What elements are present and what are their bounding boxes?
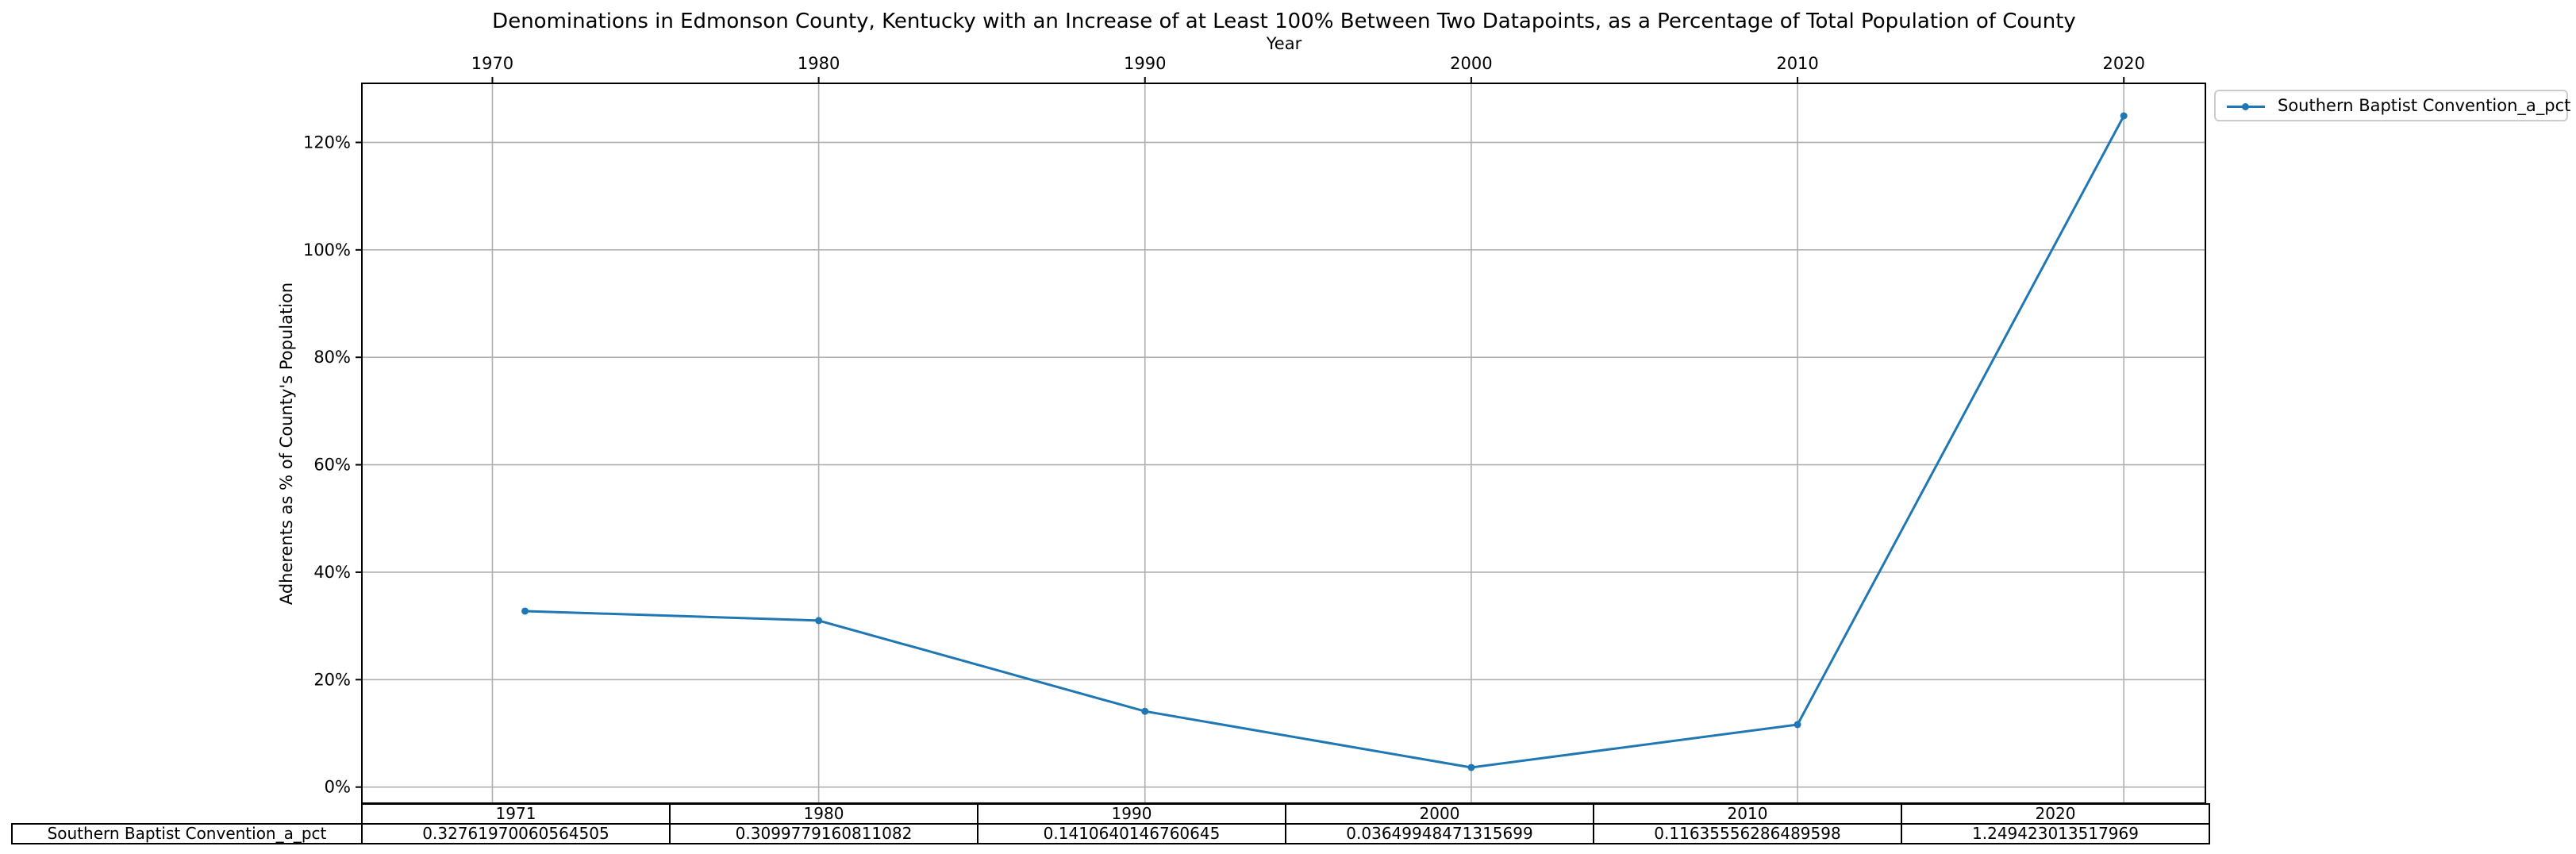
x-tick-label: 2010 bbox=[1776, 54, 1818, 73]
series-layer bbox=[521, 112, 2128, 771]
legend: Southern Baptist Convention_a_pct bbox=[2214, 90, 2571, 121]
table-column-header: 2020 bbox=[1901, 803, 2210, 825]
table-cell: 0.03649948471315699 bbox=[1285, 823, 1594, 844]
y-tick-label: 40% bbox=[313, 563, 351, 582]
series-line bbox=[525, 115, 2125, 769]
y-tick-label: 20% bbox=[313, 670, 351, 689]
data-point bbox=[1141, 707, 1149, 715]
legend-label: Southern Baptist Convention_a_pct bbox=[2278, 96, 2571, 115]
table-cell: 0.1410640146760645 bbox=[977, 823, 1286, 844]
axis-ticks: 1970 1980 1990 2000 2010 2020 0% 20% 40% 60% 80% 10… bbox=[303, 54, 2145, 797]
table-cell: 1.249423013517969 bbox=[1901, 823, 2210, 844]
table-column-header: 2000 bbox=[1285, 803, 1594, 825]
y-tick-label: 60% bbox=[313, 456, 351, 475]
x-tick-label: 2020 bbox=[2102, 54, 2144, 73]
table-column-header: 1990 bbox=[977, 803, 1286, 825]
chart-title: Denominations in Edmonson County, Kentuc… bbox=[492, 10, 2076, 33]
table-column-header: 2010 bbox=[1593, 803, 1902, 825]
table-cell: 0.32761970060564505 bbox=[361, 823, 671, 844]
x-tick-label: 1980 bbox=[798, 54, 840, 73]
legend-marker bbox=[2242, 103, 2249, 110]
table-cell: 0.11635556286489598 bbox=[1593, 823, 1902, 844]
x-tick-label: 2000 bbox=[1450, 54, 1492, 73]
data-point bbox=[521, 607, 529, 615]
x-tick-label: 1990 bbox=[1124, 54, 1166, 73]
data-table: 1971 1980 1990 2000 2010 2020 Southern B… bbox=[11, 803, 2210, 844]
table-corner-cell bbox=[12, 804, 363, 824]
y-tick-label: 120% bbox=[303, 133, 351, 152]
x-tick-label: 1970 bbox=[471, 54, 513, 73]
table-row: Southern Baptist Convention_a_pct 0.3276… bbox=[11, 823, 2210, 844]
x-axis-label: Year bbox=[1266, 34, 1302, 53]
table-column-header: 1971 bbox=[361, 803, 671, 825]
table-row-label: Southern Baptist Convention_a_pct bbox=[11, 823, 363, 844]
data-point bbox=[1794, 721, 1801, 729]
y-tick-label: 0% bbox=[325, 778, 351, 797]
line-chart: Denominations in Edmonson County, Kentuc… bbox=[277, 10, 2206, 803]
y-tick-label: 100% bbox=[303, 240, 351, 260]
data-point bbox=[1467, 764, 1475, 771]
data-point bbox=[2120, 112, 2128, 120]
plot-frame bbox=[361, 83, 2206, 803]
data-point bbox=[815, 617, 823, 625]
y-tick-label: 80% bbox=[313, 348, 351, 367]
table-cell: 0.3099779160811082 bbox=[669, 823, 978, 844]
y-axis-label: Adherents as % of County's Population bbox=[277, 283, 296, 605]
grid-lines bbox=[362, 83, 2205, 803]
table-column-header: 1980 bbox=[669, 803, 978, 825]
table-header-row: 1971 1980 1990 2000 2010 2020 bbox=[12, 803, 2210, 825]
